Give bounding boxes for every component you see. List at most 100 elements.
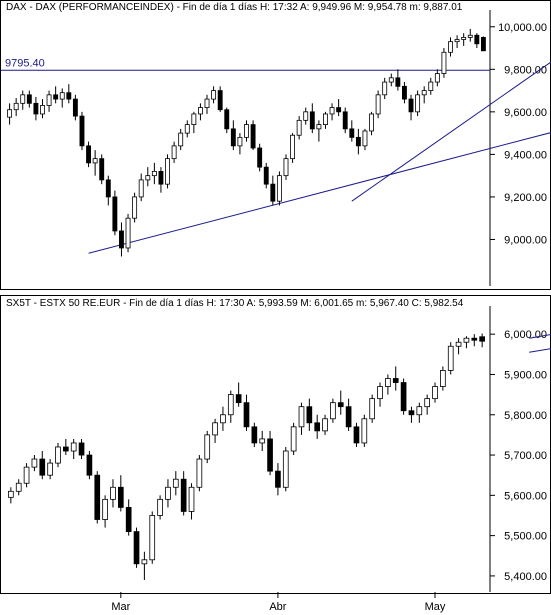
candle-down (33, 102, 39, 115)
candle-down (224, 109, 230, 130)
candle-up (375, 94, 381, 115)
candle-up (138, 179, 144, 198)
x-tick-label: May (425, 601, 446, 613)
candle-up (92, 158, 98, 164)
candle-down (275, 470, 281, 488)
candle-down (400, 382, 407, 412)
candle-up (290, 426, 297, 452)
candle-up (141, 559, 148, 565)
candle-up (110, 486, 116, 500)
y-tick-label: 6,000.00 (504, 329, 547, 341)
candle-up (178, 132, 184, 147)
candle-up (440, 370, 446, 387)
candle-up (259, 438, 266, 444)
candle-down (337, 402, 344, 408)
candle-up (282, 450, 289, 488)
candle-down (235, 394, 242, 404)
candle-up (276, 175, 282, 202)
candle-up (377, 386, 383, 400)
candle-down (86, 145, 91, 164)
candle-up (20, 94, 26, 104)
candle-down (66, 92, 72, 100)
candle-down (270, 183, 276, 202)
candle-up (237, 136, 243, 147)
candle-up (329, 107, 335, 115)
candle-up (59, 92, 65, 100)
candle-up (212, 422, 218, 436)
x-tick-label: Mar (111, 601, 130, 613)
candle-down (63, 446, 69, 452)
y-tick-label: 9,400.00 (504, 149, 547, 161)
candle-down (314, 422, 321, 432)
candle-up (283, 158, 289, 177)
candle-down (474, 34, 480, 45)
candle-down (53, 94, 59, 100)
candle-down (39, 458, 46, 476)
candle-up (467, 34, 473, 38)
candle-down (342, 111, 348, 130)
candle-up (421, 90, 427, 96)
trend-line (529, 333, 551, 339)
candle-up (428, 81, 434, 91)
candle-down (79, 115, 85, 147)
trend-line (529, 348, 551, 353)
candle-down (158, 170, 164, 185)
candle-up (196, 458, 203, 488)
candle-up (151, 170, 157, 177)
candle-up (165, 486, 171, 500)
candle-up (46, 94, 52, 106)
candle-up (434, 73, 440, 83)
candle-down (78, 442, 85, 456)
candle-down (230, 128, 236, 147)
y-tick-label: 9,600.00 (504, 107, 547, 119)
candle-up (132, 196, 138, 219)
candle-up (290, 134, 296, 160)
candle-down (251, 426, 258, 444)
candle-down (395, 77, 401, 87)
y-tick-label: 9,000.00 (504, 234, 547, 246)
candle-up (171, 145, 177, 160)
candle-down (480, 37, 486, 52)
candle-up (184, 124, 190, 134)
candle-up (322, 418, 328, 432)
trend-line (351, 61, 551, 202)
candle-up (424, 398, 430, 408)
candle-down (349, 128, 355, 138)
candle-up (47, 462, 53, 476)
candle-up (8, 490, 14, 498)
y-tick-label: 5,600.00 (504, 490, 547, 502)
candle-up (15, 482, 22, 492)
candle-up (145, 175, 151, 181)
candle-up (461, 36, 467, 40)
candle-up (102, 498, 108, 520)
chart-title: SX5T - ESTX 50 RE.EUR - Fin de día 1 día… (6, 298, 464, 309)
candle-up (448, 41, 453, 53)
candle-up (323, 113, 328, 126)
x-tick-label: Abr (269, 601, 286, 613)
candle-down (86, 454, 93, 476)
trend-line (88, 132, 551, 254)
candle-up (362, 130, 368, 147)
candle-down (479, 336, 485, 342)
candle-down (72, 98, 78, 117)
y-tick-label: 5,400.00 (504, 571, 547, 583)
candle-down (355, 136, 361, 147)
candle-down (112, 196, 118, 232)
candle-down (402, 85, 407, 100)
candle-up (55, 446, 61, 464)
candle-up (244, 124, 249, 138)
candle-down (94, 474, 101, 520)
candle-down (250, 124, 256, 149)
candle-up (415, 94, 421, 113)
candle-down (180, 478, 187, 512)
candle-up (125, 217, 131, 249)
candle-up (441, 51, 447, 74)
y-tick-label: 9,800.00 (504, 64, 547, 76)
candle-up (296, 119, 302, 136)
candle-down (125, 507, 132, 532)
candle-up (361, 418, 368, 444)
candle-up (172, 478, 179, 488)
candle-down (345, 406, 352, 428)
candle-down (392, 378, 399, 383)
